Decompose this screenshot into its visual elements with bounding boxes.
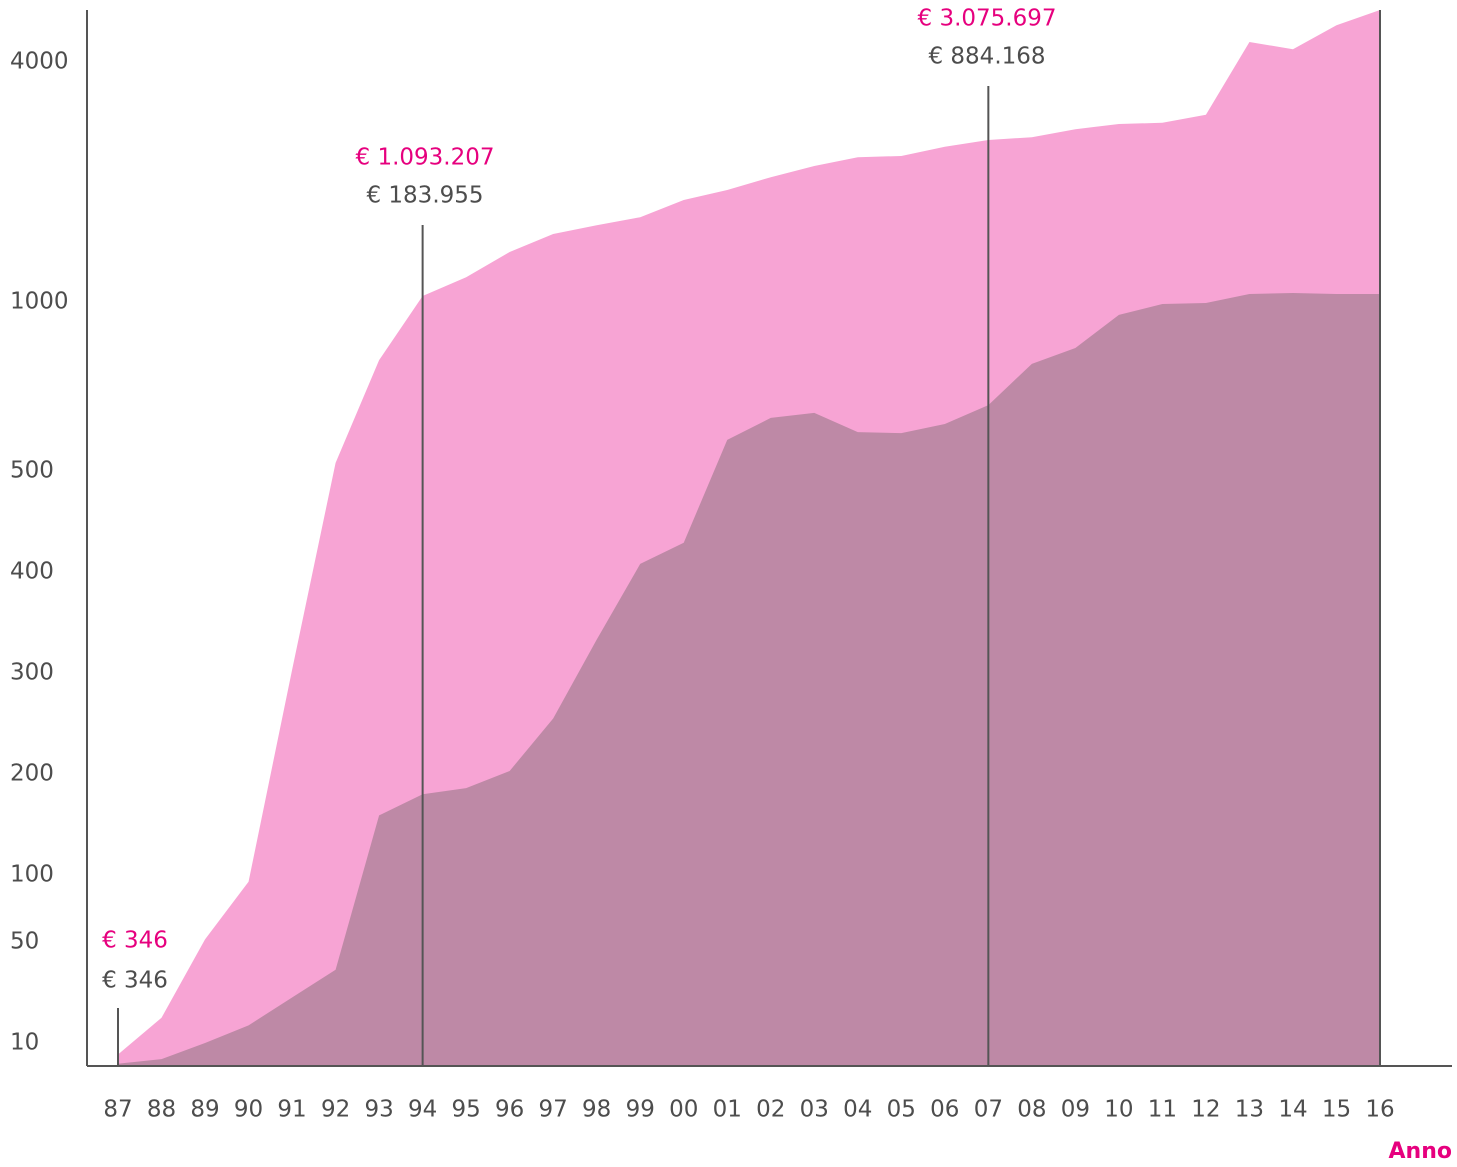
x-tick-label: 08 bbox=[1017, 1097, 1046, 1123]
y-tick-label: 10 bbox=[10, 1030, 39, 1056]
annotation-total: € 346 bbox=[102, 928, 168, 954]
x-tick-label: 12 bbox=[1191, 1097, 1220, 1123]
x-tick-label: 95 bbox=[451, 1097, 480, 1123]
x-tick-label: 07 bbox=[974, 1097, 1003, 1123]
y-tick-label: 500 bbox=[10, 458, 54, 484]
y-tick-label: 100 bbox=[10, 862, 54, 888]
x-tick-label: 90 bbox=[234, 1097, 263, 1123]
x-tick-label: 94 bbox=[408, 1097, 437, 1123]
y-tick-label: 50 bbox=[10, 929, 39, 955]
annotation-part: € 346 bbox=[102, 968, 168, 994]
annotation-part: € 884.168 bbox=[928, 44, 1045, 70]
annotation-total: € 1.093.207 bbox=[356, 145, 495, 171]
x-tick-label: 10 bbox=[1104, 1097, 1133, 1123]
x-tick-label: 97 bbox=[539, 1097, 568, 1123]
x-tick-label: 13 bbox=[1235, 1097, 1264, 1123]
y-tick-label: 1000 bbox=[10, 289, 69, 315]
x-tick-label: 05 bbox=[887, 1097, 916, 1123]
x-tick-label: 04 bbox=[843, 1097, 872, 1123]
x-tick-label: 06 bbox=[930, 1097, 959, 1123]
x-tick-label: 92 bbox=[321, 1097, 350, 1123]
annotation-part: € 183.955 bbox=[366, 183, 483, 209]
x-tick-label: 88 bbox=[147, 1097, 176, 1123]
area bbox=[118, 293, 1380, 1066]
x-tick-label: 91 bbox=[277, 1097, 306, 1123]
x-tick-label: 02 bbox=[756, 1097, 785, 1123]
y-tick-label: 300 bbox=[10, 660, 54, 686]
x-tick-label: 15 bbox=[1322, 1097, 1351, 1123]
y-tick-label: 4000 bbox=[10, 49, 69, 75]
x-tick-label: 89 bbox=[190, 1097, 219, 1123]
annotation-total: € 3.075.697 bbox=[918, 6, 1057, 32]
x-tick-label: 93 bbox=[364, 1097, 393, 1123]
x-tick-label: 00 bbox=[669, 1097, 698, 1123]
x-tick-label: 09 bbox=[1061, 1097, 1090, 1123]
x-tick-label: 03 bbox=[800, 1097, 829, 1123]
x-axis-label: Anno bbox=[1389, 1139, 1452, 1164]
x-tick-label: 96 bbox=[495, 1097, 524, 1123]
x-tick-label: 87 bbox=[103, 1097, 132, 1123]
x-tick-label: 01 bbox=[713, 1097, 742, 1123]
x-tick-label: 14 bbox=[1278, 1097, 1307, 1123]
y-tick-label: 400 bbox=[10, 559, 54, 585]
x-tick-label: 99 bbox=[626, 1097, 655, 1123]
x-tick-label: 16 bbox=[1365, 1097, 1394, 1123]
x-tick-label: 98 bbox=[582, 1097, 611, 1123]
x-tick-label: 11 bbox=[1148, 1097, 1177, 1123]
y-tick-label: 200 bbox=[10, 761, 54, 787]
